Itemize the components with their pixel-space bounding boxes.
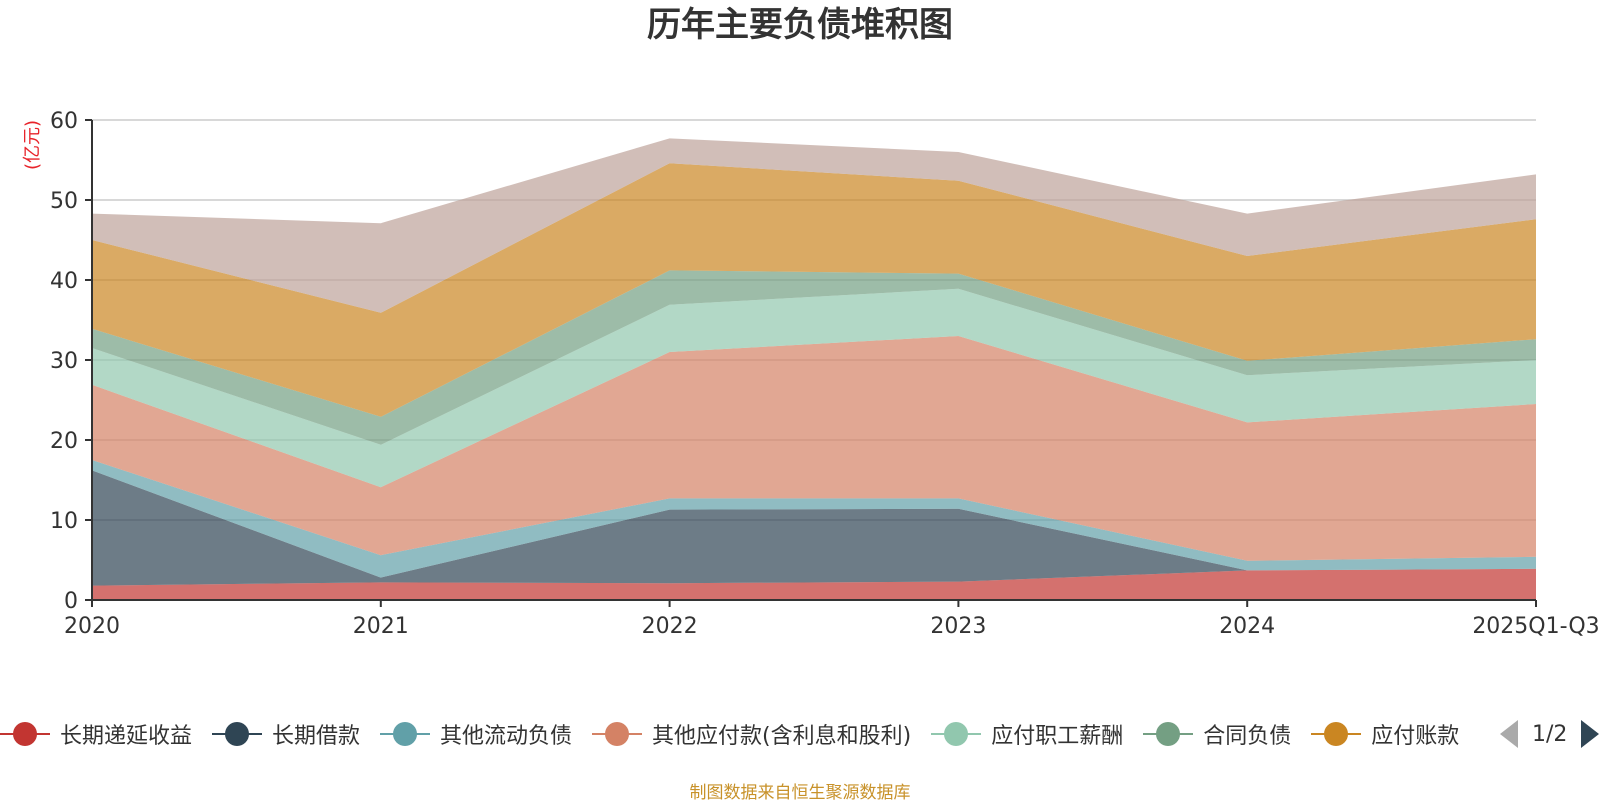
legend-label: 其他流动负债 — [440, 724, 573, 749]
legend-page-indicator: 1/2 — [1532, 721, 1568, 747]
legend-label: 长期递延收益 — [60, 724, 193, 749]
legend-pager: 1/2 — [1500, 716, 1600, 752]
x-tick-label: 2020 — [64, 614, 120, 639]
x-tick-label: 2022 — [642, 614, 698, 639]
area-series — [92, 138, 1536, 600]
y-tick-label: 50 — [50, 189, 78, 214]
y-tick-labels: 0 10 20 30 40 50 60 — [50, 109, 78, 614]
legend-item[interactable]: 其他流动负债 — [380, 718, 572, 750]
legend-swatch-icon — [212, 722, 263, 746]
y-tick-label: 0 — [64, 589, 78, 614]
area-series-4 — [92, 288, 1536, 488]
y-tick-label: 30 — [50, 349, 78, 374]
legend-label: 其他应付款(含利息和股利) — [652, 724, 912, 749]
area-series-5 — [92, 270, 1536, 445]
legend-swatch-icon — [380, 722, 431, 746]
legend-item[interactable]: 应付账款 — [1311, 718, 1459, 750]
legend-swatch-icon — [592, 722, 643, 746]
x-tick-label: 2024 — [1219, 614, 1275, 639]
area-series-7 — [92, 138, 1536, 313]
legend: 长期递延收益 长期借款 其他流动负债 其他应付款(含利息和股利) 应付职工薪酬 合同负债 应… — [0, 716, 1600, 752]
area-series-1 — [92, 470, 1536, 586]
x-tick-labels: 2020 2021 2022 2023 2024 2025Q1-Q3 — [64, 614, 1600, 639]
y-axis-unit: (亿元) — [22, 120, 43, 170]
stacked-area-chart: 0 10 20 30 40 50 60 2020 2021 2022 2023 2024 2025Q1… — [22, 109, 1600, 639]
legend-item[interactable]: 长期递延收益 — [0, 718, 192, 750]
x-tick-label: 2023 — [930, 614, 986, 639]
legend-item[interactable]: 长期借款 — [212, 718, 360, 750]
legend-item[interactable]: 合同负债 — [1143, 718, 1291, 750]
legend-swatch-icon — [0, 722, 50, 746]
legend-label: 长期借款 — [272, 724, 361, 749]
x-tick-label: 2021 — [353, 614, 409, 639]
legend-label: 合同负债 — [1203, 724, 1292, 749]
y-tick-label: 40 — [50, 269, 78, 294]
legend-swatch-icon — [1311, 722, 1362, 746]
y-tick-label: 20 — [50, 429, 78, 454]
data-source-note: 制图数据来自恒生聚源数据库 — [689, 783, 911, 803]
area-series-6 — [92, 163, 1536, 417]
legend-label: 应付职工薪酬 — [991, 724, 1124, 749]
legend-label: 应付账款 — [1371, 724, 1460, 749]
axes — [85, 119, 1537, 607]
y-tick-label: 60 — [50, 109, 78, 134]
area-series-3 — [92, 336, 1536, 561]
legend-swatch-icon — [931, 722, 982, 746]
x-tick-label: 2025Q1-Q3 — [1472, 614, 1599, 639]
legend-item[interactable]: 应付职工薪酬 — [931, 718, 1123, 750]
legend-items: 长期递延收益 长期借款 其他流动负债 其他应付款(含利息和股利) 应付职工薪酬 合同负债 应… — [0, 716, 1482, 752]
chart-title: 历年主要负债堆积图 — [647, 5, 953, 45]
legend-next-icon[interactable] — [1581, 720, 1600, 748]
area-series-2 — [92, 460, 1536, 578]
legend-swatch-icon — [1143, 722, 1194, 746]
area-series-0 — [92, 568, 1536, 600]
legend-item[interactable]: 其他应付款(含利息和股利) — [592, 718, 911, 750]
y-tick-label: 10 — [50, 509, 78, 534]
legend-prev-icon[interactable] — [1500, 720, 1518, 748]
